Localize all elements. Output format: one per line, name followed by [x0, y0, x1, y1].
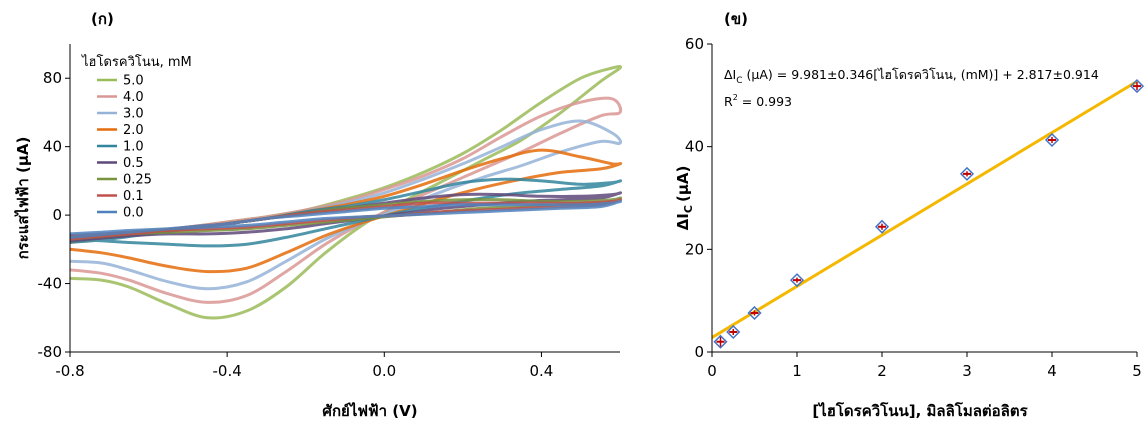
data-point	[726, 324, 741, 340]
data-point	[959, 166, 975, 181]
panel-label-a: (ก)	[91, 10, 114, 28]
y-tick-label-b: 0	[694, 343, 704, 361]
x-tick-label-b: 2	[877, 362, 887, 380]
fit-line	[711, 80, 1138, 339]
legend-entry-0.25: 0.25	[123, 173, 152, 188]
x-axis-label-a: ศักย์ไฟฟ้า (V)	[322, 401, 417, 420]
legend-entry-1.0: 1.0	[123, 140, 144, 155]
legend-entry-3.0: 3.0	[123, 107, 144, 122]
y-tick-label-a: 80	[43, 69, 62, 87]
x-tick-label-b: 4	[1047, 362, 1057, 380]
data-point	[874, 219, 890, 234]
y-axis-label-a: กระแสไฟฟ้า (µA)	[13, 137, 32, 260]
y-tick-label-a: 40	[43, 138, 62, 156]
legend-entry-5.0: 5.0	[123, 74, 144, 89]
x-axis-label-b: [ไฮโดรควิโนน], มิลลิโมลต่อลิตร	[812, 401, 1028, 420]
data-point	[713, 334, 728, 349]
y-tick-label-b: 20	[685, 240, 704, 258]
cv-axes: -0.8 -0.4 0.0 0.4 -80 -40 0 40 80	[38, 44, 620, 380]
x-tick-label-a: -0.8	[55, 362, 84, 380]
legend-title: ไฮโดรควิโนน, mM	[81, 54, 192, 70]
x-tick-label-b: 1	[792, 362, 802, 380]
cv-panel: (ก) -0.8 -0.4 0.0 0.4 -80 -40 0 40 80 ไฮโดรควิโน…	[13, 10, 623, 420]
calibration-panel: (ข) 0 1 2 3 4 5 0 20 40 60 ΔIC (µA) = 9.981±0.346…	[674, 10, 1145, 420]
cv-curve-0.0	[69, 199, 623, 239]
x-tick-label-a: 0.0	[372, 362, 396, 380]
legend-entry-0.0: 0.0	[123, 206, 144, 221]
calibration-plot-area	[711, 79, 1145, 349]
y-axis-label-b: ΔIC(µA)	[674, 166, 695, 231]
legend-entry-0.1: 0.1	[123, 189, 144, 204]
legend-entry-2.0: 2.0	[123, 123, 144, 138]
y-tick-label-a: -80	[38, 343, 63, 361]
cv-plot-area	[69, 64, 623, 320]
cv-curve-4.0	[69, 96, 623, 304]
data-point	[747, 305, 762, 321]
x-tick-label-a: -0.4	[213, 362, 242, 380]
y-tick-label-a: 0	[52, 206, 62, 224]
panel-label-b: (ข)	[724, 10, 748, 28]
x-tick-label-b: 0	[707, 362, 717, 380]
data-point	[789, 273, 805, 288]
x-tick-label-a: 0.4	[529, 362, 553, 380]
y-tick-label-b: 40	[685, 138, 704, 156]
r-squared: R2 = 0.993	[724, 93, 792, 109]
y-tick-label-b: 60	[685, 35, 704, 53]
data-point	[1044, 132, 1060, 148]
x-tick-label-b: 5	[1132, 362, 1142, 380]
legend-entry-4.0: 4.0	[123, 90, 144, 105]
x-tick-label-b: 3	[962, 362, 972, 380]
data-point	[1129, 79, 1145, 94]
regression-equation: ΔIC (µA) = 9.981±0.346[ไฮโดรควิโนน, (mM)…	[724, 67, 1099, 86]
legend-entry-0.5: 0.5	[123, 156, 144, 171]
calibration-axes: 0 1 2 3 4 5 0 20 40 60	[685, 35, 1142, 380]
cv-legend: ไฮโดรควิโนน, mM 5.04.03.02.01.00.50.250.…	[81, 54, 192, 221]
y-tick-label-a: -40	[38, 275, 63, 293]
